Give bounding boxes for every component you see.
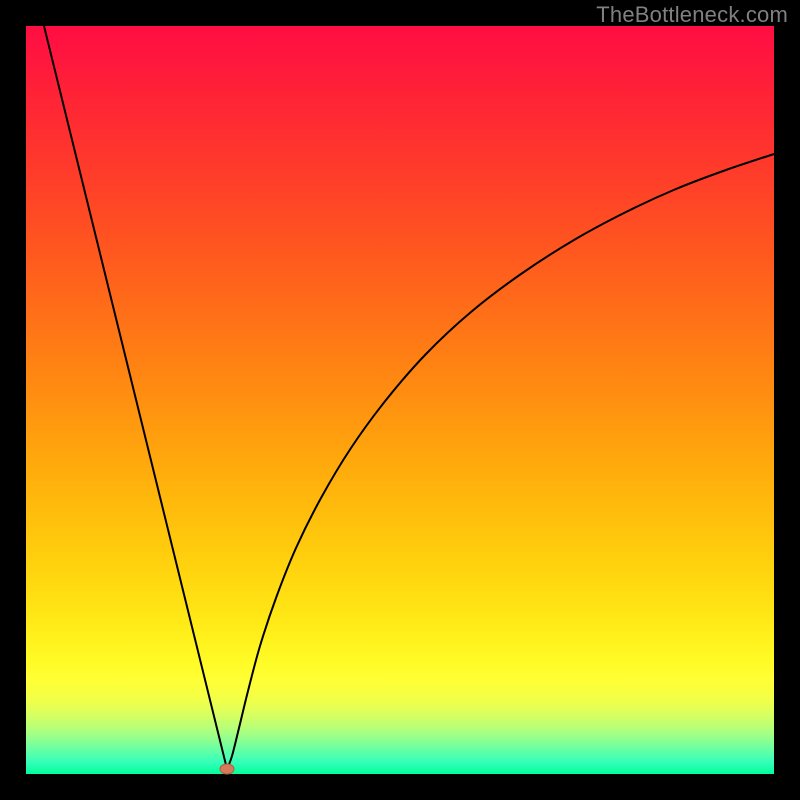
- plot-background: [26, 26, 774, 774]
- minimum-marker: [220, 764, 234, 774]
- watermark-text: TheBottleneck.com: [596, 2, 788, 28]
- plot-svg: [26, 26, 774, 774]
- chart-container: TheBottleneck.com: [0, 0, 800, 800]
- plot-area: [26, 26, 774, 774]
